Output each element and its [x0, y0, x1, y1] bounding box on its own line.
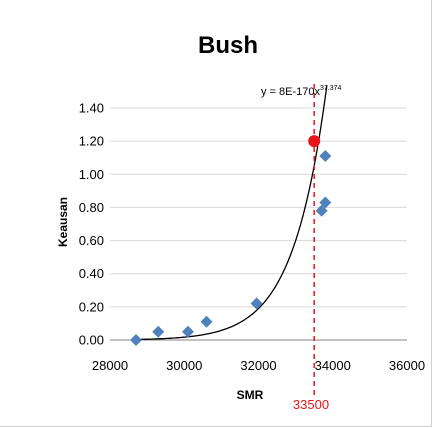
y-axis-title: Keausan [56, 197, 70, 247]
y-tick-label: 1.40 [79, 101, 104, 116]
y-tick-label: 1.20 [79, 134, 104, 149]
x-tick-label: 34000 [315, 358, 351, 373]
equation-main: y = 8E-170x [261, 86, 321, 98]
data-point [250, 297, 263, 310]
reference-point [308, 135, 321, 148]
x-axis-title: SMR [237, 388, 264, 402]
y-tick-label: 1.00 [79, 167, 104, 182]
reference-label: 33500 [293, 397, 329, 412]
data-points [129, 150, 332, 346]
y-tick-labels: 0.00 0.20 0.40 0.60 0.80 1.00 1.20 1.40 [79, 101, 104, 348]
data-point [152, 325, 165, 338]
y-tick-label: 0.20 [79, 299, 104, 314]
y-tick-label: 0.00 [79, 333, 104, 348]
data-point [129, 334, 142, 346]
x-tick-labels: 28000 30000 32000 34000 36000 [92, 358, 425, 373]
data-point [319, 150, 332, 163]
equation-exponent: 37.374 [320, 85, 342, 92]
y-tick-label: 0.80 [79, 200, 104, 215]
chart-title: Bush [198, 32, 258, 59]
data-point [200, 315, 213, 328]
data-point [319, 196, 332, 209]
trendline-equation: y = 8E-170x37.374 [261, 85, 342, 98]
data-point [181, 325, 194, 338]
trendline [136, 85, 328, 341]
x-tick-label: 32000 [240, 358, 276, 373]
x-tick-label: 36000 [389, 358, 425, 373]
x-tick-label: 28000 [92, 358, 128, 373]
x-tick-label: 30000 [166, 358, 202, 373]
gridlines [110, 107, 407, 308]
y-tick-label: 0.40 [79, 266, 104, 281]
y-tick-label: 0.60 [79, 233, 104, 248]
